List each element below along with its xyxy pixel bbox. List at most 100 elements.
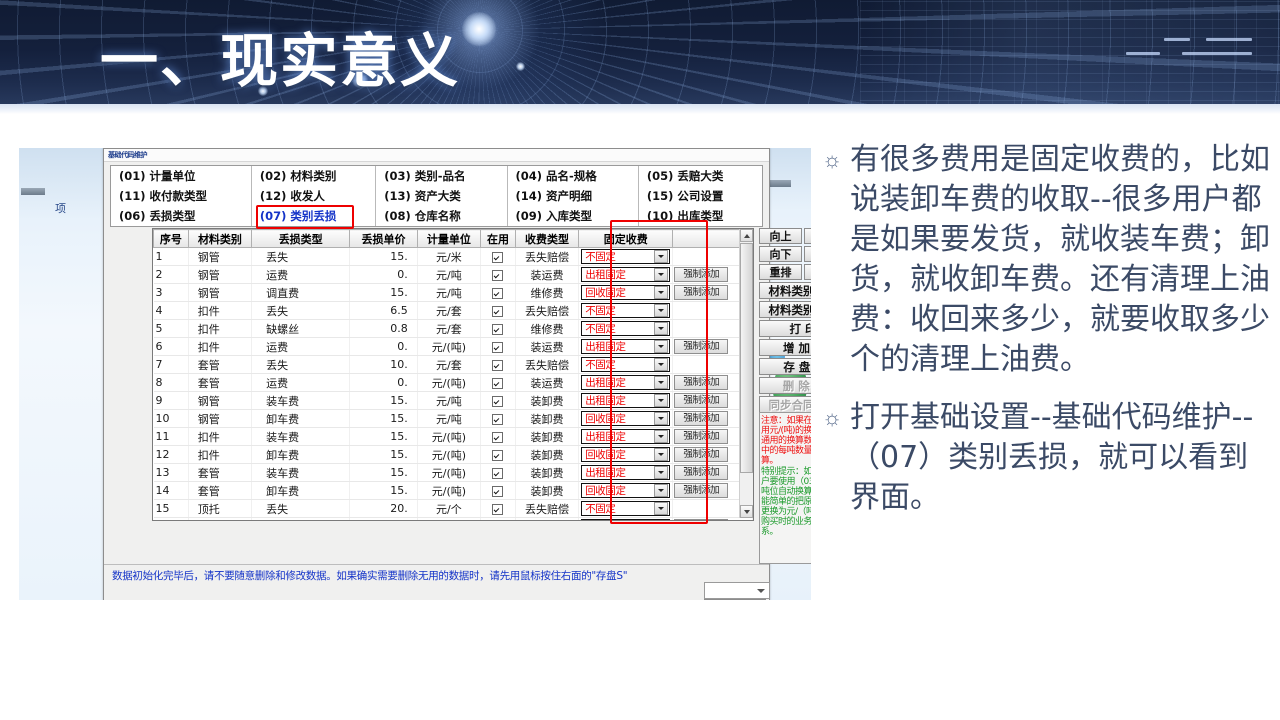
force-add-button[interactable]: 强制添加 [674, 411, 729, 426]
column-header-5[interactable]: 在用 [480, 229, 516, 248]
table-row[interactable]: 11 扣件 装车费 15. 元/(吨) 装卸费 出租固定 强制添加 [153, 427, 753, 446]
table-row[interactable]: 12 扣件 卸车费 15. 元/(吨) 装卸费 回收固定 强制添加 [153, 445, 753, 464]
cell-in-use[interactable] [480, 499, 516, 518]
force-add-button[interactable]: 强制添加 [674, 339, 729, 354]
column-header-3[interactable]: 丢损单价 [349, 229, 418, 248]
cell-fee-type[interactable]: 维修费 [515, 283, 580, 302]
checkbox-in-use[interactable] [492, 377, 504, 389]
cell-in-use[interactable] [480, 355, 516, 374]
chevron-down-icon[interactable] [654, 376, 669, 389]
dropdown-fixed-fee[interactable]: 不固定 [581, 357, 671, 372]
cell-loss-type[interactable]: 缺螺丝 [251, 319, 351, 338]
cell-fixed-fee[interactable]: 出租固定 [578, 337, 674, 356]
column-header-7[interactable]: 固定收费 [578, 229, 674, 248]
cell-loss-type[interactable]: 丢失 [251, 301, 351, 320]
cell-fee-type[interactable]: 装卸费 [515, 517, 580, 520]
cell-fee-type[interactable]: 装运费 [515, 265, 580, 284]
cell-loss-type[interactable]: 运费 [251, 265, 351, 284]
cell-measure-unit[interactable]: 元/吨 [417, 391, 482, 410]
cell-material-category[interactable]: 钢管 [188, 283, 253, 302]
checkbox-in-use[interactable] [492, 431, 504, 443]
cell-unit-price[interactable]: 0. [349, 373, 418, 392]
cell-unit-price[interactable]: 15. [349, 391, 418, 410]
scrollbar-thumb[interactable] [740, 243, 753, 473]
table-row[interactable]: 3 钢管 调直费 15. 元/吨 维修费 回收固定 强制添加 [153, 283, 753, 302]
table-row[interactable]: 5 扣件 缺螺丝 0.8 元/套 维修费 不固定 [153, 319, 753, 338]
add-button[interactable]: 增 加 A [759, 339, 811, 356]
cell-in-use[interactable] [480, 445, 516, 464]
cell-fixed-fee[interactable]: 不固定 [578, 355, 674, 374]
table-row[interactable]: 8 套管 运费 0. 元/(吨) 装运费 出租固定 强制添加 [153, 373, 753, 392]
cell-fee-type[interactable]: 维修费 [515, 319, 580, 338]
dropdown-fixed-fee[interactable]: 不固定 [581, 249, 671, 264]
cell-unit-price[interactable]: 0. [349, 337, 418, 356]
cell-measure-unit[interactable]: 元/吨 [417, 409, 482, 428]
tab-cell-10[interactable]: (10) 出库类型 [646, 209, 724, 223]
cell-force-add[interactable]: 强制添加 [672, 481, 753, 500]
cell-fee-type[interactable]: 装运费 [515, 337, 580, 356]
tab-cell-15[interactable]: (15) 公司设置 [646, 189, 724, 203]
dropdown-fixed-fee[interactable]: 出租固定 [581, 339, 671, 354]
cell-fixed-fee[interactable]: 出租固定 [578, 427, 674, 446]
cell-loss-type[interactable]: 装车费 [251, 391, 351, 410]
confirm-button[interactable]: 确定 [804, 264, 811, 280]
cell-unit-price[interactable]: 6.5 [349, 301, 418, 320]
chevron-down-icon[interactable] [654, 448, 669, 461]
checkbox-in-use[interactable] [492, 341, 504, 353]
cell-force-add[interactable]: 强制添加 [672, 409, 753, 428]
cell-in-use[interactable] [480, 283, 516, 302]
cell-fixed-fee[interactable]: 不固定 [578, 499, 674, 518]
cell-material-category[interactable]: 钢管 [188, 247, 253, 266]
column-header-6[interactable]: 收费类型 [514, 229, 580, 248]
cell-measure-unit[interactable]: 元/(吨) [417, 481, 482, 500]
dropdown-fixed-fee[interactable]: 出租固定 [581, 393, 671, 408]
force-add-button[interactable]: 强制添加 [674, 429, 729, 444]
sort-by-material-button[interactable]: 材料类别排序 [759, 282, 811, 299]
cell-fixed-fee[interactable]: 出租固定 [578, 463, 674, 482]
category-loss-table-container[interactable]: 序号 材料类别 丢损类型 丢损单价 计量单位 在用 收费类型 固定收费 1 钢管 丢失 15. 元/米… [152, 228, 754, 521]
cell-fee-type[interactable]: 丢失赔偿 [515, 301, 580, 320]
cell-fixed-fee[interactable]: 出租固定 [578, 517, 674, 520]
cell-force-add[interactable]: 强制添加 [672, 337, 753, 356]
checkbox-in-use[interactable] [492, 251, 504, 263]
cell-in-use[interactable] [480, 391, 516, 410]
cell-fixed-fee[interactable]: 出租固定 [578, 265, 674, 284]
table-row[interactable]: 10 钢管 卸车费 15. 元/吨 装卸费 回收固定 强制添加 [153, 409, 753, 428]
move-down-button[interactable]: 向下 [759, 246, 802, 262]
chevron-down-icon[interactable] [654, 268, 669, 281]
cell-loss-type[interactable]: 丢失 [251, 247, 351, 266]
cell-fixed-fee[interactable]: 回收固定 [578, 445, 674, 464]
table-row[interactable]: 2 钢管 运费 0. 元/吨 装运费 出租固定 强制添加 [153, 265, 753, 284]
column-header-2[interactable]: 丢损类型 [251, 229, 351, 248]
cell-fee-type[interactable]: 装卸费 [515, 463, 580, 482]
cell-in-use[interactable] [480, 247, 516, 266]
cell-unit-price[interactable]: 10. [349, 355, 418, 374]
cell-material-category[interactable]: 钢管 [188, 409, 253, 428]
cell-loss-type[interactable]: 运费 [251, 373, 351, 392]
tab-cell-04[interactable]: (04) 品名-规格 [507, 166, 639, 186]
table-vertical-scrollbar[interactable] [739, 229, 753, 518]
dropdown-fixed-fee[interactable]: 出租固定 [581, 465, 671, 480]
chevron-down-icon[interactable] [654, 250, 669, 263]
cell-in-use[interactable] [480, 301, 516, 320]
chevron-down-icon[interactable] [654, 286, 669, 299]
table-row[interactable]: 13 套管 装车费 15. 元/(吨) 装卸费 出租固定 强制添加 [153, 463, 753, 482]
table-row[interactable]: 6 扣件 运费 0. 元/(吨) 装运费 出租固定 强制添加 [153, 337, 753, 356]
cell-measure-unit[interactable]: 元/吨 [417, 283, 482, 302]
tab-cell-11[interactable]: (11) 收付款类型 [111, 186, 252, 206]
cell-material-category[interactable]: 顶托 [188, 499, 253, 518]
cell-loss-type[interactable]: 卸车费 [251, 409, 351, 428]
tab-cell-13[interactable]: (13) 资产大类 [375, 186, 508, 206]
cell-fixed-fee[interactable]: 回收固定 [578, 481, 674, 500]
cell-loss-type[interactable]: 运费 [251, 337, 351, 356]
cell-material-category[interactable]: 套管 [188, 481, 253, 500]
cell-material-category[interactable]: 套管 [188, 373, 253, 392]
dropdown-fixed-fee[interactable]: 不固定 [581, 303, 671, 318]
checkbox-in-use[interactable] [492, 485, 504, 497]
cell-unit-price[interactable]: 0.8 [349, 319, 418, 338]
table-row[interactable]: 14 套管 卸车费 15. 元/(吨) 装卸费 回收固定 强制添加 [153, 481, 753, 500]
cell-material-category[interactable]: 套管 [188, 463, 253, 482]
cell-in-use[interactable] [480, 373, 516, 392]
chevron-down-icon[interactable] [654, 466, 669, 479]
